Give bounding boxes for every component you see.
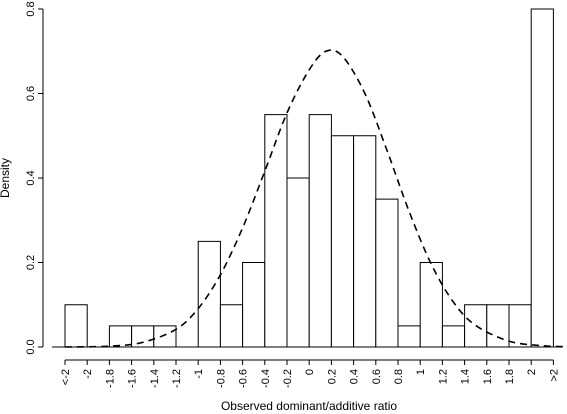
density-curve [64, 49, 567, 348]
x-tick-label: 1.2 [437, 369, 449, 384]
histogram-bar [486, 304, 510, 348]
histogram-bar [308, 114, 332, 348]
histogram-bar [441, 325, 466, 348]
x-tick-label: 1 [415, 369, 427, 375]
y-tick-label: 0.6 [25, 86, 37, 101]
histogram-bar [64, 304, 88, 348]
curve-layer [64, 49, 567, 348]
x-tick-label: -0.4 [260, 369, 272, 388]
x-tick-label: -0.2 [282, 369, 294, 388]
histogram-bar [219, 304, 244, 348]
x-axis-title: Observed dominant/additive ratio [221, 399, 397, 413]
x-tick-label: 1.8 [504, 369, 516, 384]
histogram-bar [108, 325, 133, 348]
x-tick-label: <-2 [60, 369, 72, 385]
x-tick-label: 0.2 [326, 369, 338, 384]
axes-layer: 0.0 0.2 0.4 0.6 0.8 <-2 -2 -1.8 -1.6 -1.4 -1.2 -1 -0… [25, 1, 562, 388]
bars-layer [64, 8, 554, 348]
x-tick-label: 1.4 [460, 369, 472, 384]
histogram-bar [264, 114, 288, 348]
histogram-bar [419, 262, 443, 348]
x-tick-label: -0.6 [238, 369, 250, 388]
histogram-bar [286, 177, 310, 348]
histogram-bar [131, 325, 155, 348]
x-tick-label: -0.8 [215, 369, 227, 388]
histogram-bar [330, 135, 355, 348]
x-tick-label: -1.8 [104, 369, 116, 388]
x-tick-label: 0.8 [393, 369, 405, 384]
x-tick-label: >2 [548, 369, 560, 382]
y-tick-label: 0.2 [25, 255, 37, 270]
x-tick-label: 2 [526, 369, 538, 375]
x-tick-label: -1.6 [127, 369, 139, 388]
y-tick-label: 0.0 [25, 339, 37, 354]
y-tick-label: 0.8 [25, 1, 37, 16]
x-tick-label: 0.6 [371, 369, 383, 384]
x-tick-label: -1.4 [149, 369, 161, 388]
histogram-bar [508, 304, 532, 348]
histogram-bar [153, 325, 177, 348]
x-tick-label: -2 [82, 369, 94, 379]
x-tick-label: 0 [304, 369, 316, 375]
x-tick-label: -1 [193, 369, 205, 379]
x-tick-label: 1.6 [482, 369, 494, 384]
y-tick-label: 0.4 [25, 170, 37, 185]
histogram-bar [353, 135, 377, 348]
x-tick-label: 0.4 [349, 369, 361, 384]
histogram-bar [530, 8, 554, 348]
histogram-bar [375, 198, 399, 348]
y-axis-title: Density [0, 158, 12, 198]
histogram-bar [242, 262, 266, 348]
histogram-bar [397, 325, 421, 348]
x-tick-label: -1.2 [171, 369, 183, 388]
